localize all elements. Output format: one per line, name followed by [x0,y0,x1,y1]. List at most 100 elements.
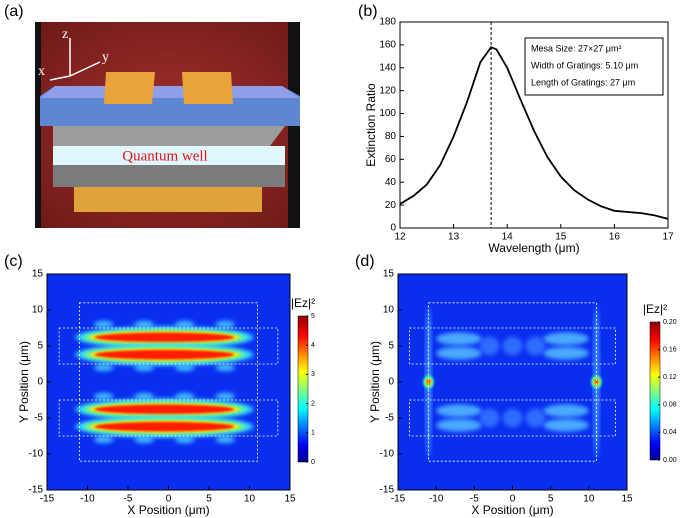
y-tick-label: 10 [32,305,44,316]
colorbar-title: |Ez|² [643,302,667,316]
field-blob [436,404,482,418]
grating [104,72,155,104]
colorbar [297,315,309,463]
x-tick-label: -10 [429,494,444,505]
colorbar-tick-label: 0.16 [663,346,677,353]
field-blob [479,336,500,356]
field-blob [215,320,235,328]
panel-label: (a) [4,3,24,20]
y-tick-label: 80 [385,131,397,142]
field-blob [94,349,235,360]
y-tick-label: 15 [383,269,395,280]
field-blob [543,332,589,346]
field-blob [174,320,195,328]
field-blob [525,336,546,356]
field-blob [94,421,235,432]
x-tick-label: 17 [662,232,674,243]
plot-frame [46,273,291,491]
field-blob [93,364,114,372]
x-tick-label: 5 [206,494,212,505]
field-blob [93,436,114,444]
y-tick-label: 0 [390,223,396,234]
y-tick-label: -10 [29,449,44,460]
field-blob [174,436,195,444]
field-blob [436,418,482,432]
field-blob [134,436,154,444]
x-tick-label: 16 [609,232,621,243]
colorbar-tick-label: 0.12 [663,374,677,381]
field-blob [215,436,235,444]
x-tick-label: -10 [80,494,95,505]
x-tick-label: -15 [40,494,55,505]
x-tick-label: 15 [621,494,633,505]
y-axis-label: Y Position (μm) [17,341,31,423]
x-axis-label: X Position (μm) [471,503,553,517]
colorbar-tick-label: 0.20 [663,319,677,326]
y-tick-label: 5 [37,341,43,352]
y-tick-label: 15 [32,269,44,280]
y-tick-label: 120 [379,85,396,96]
colorbar-tick-label: 0.08 [663,402,677,409]
x-axis-label: X Position (μm) [127,503,209,517]
field-blob [543,404,589,418]
field-blob [134,320,154,328]
x-tick-label: 12 [394,232,406,243]
y-tick-label: 20 [385,200,397,211]
field-blob [436,332,482,346]
mesa-top [40,86,300,98]
field-blob [479,408,500,428]
x-tick-label: 10 [583,494,595,505]
colorbar-tick-label: 4 [311,342,315,349]
field-blob [594,379,599,385]
field-map [47,274,290,490]
panel-label: (b) [358,3,378,20]
colorbar-tick-label: 1 [311,430,315,437]
y-tick-label: 10 [383,305,395,316]
field-blob [174,364,195,372]
field-blob [543,418,589,432]
layer-label: Quantum well [122,148,207,164]
field-blob [502,408,523,428]
y-tick-label: 180 [379,17,396,28]
annotation: Width of Gratings: 5.10 μm [531,60,638,70]
field-blob [134,364,154,372]
field-background [47,274,290,490]
x-tick-label: 15 [284,494,296,505]
y-tick-label: 5 [388,341,394,352]
y-tick-label: 100 [379,108,396,119]
colorbar-title: |Ez|² [291,296,315,310]
field-blob [93,320,114,328]
axis-arrow [69,61,101,77]
y-tick-label: 60 [385,154,397,165]
field-blob [215,364,235,372]
axis-label: x [38,64,45,79]
axis-label: z [62,27,68,42]
region-outline [428,302,597,462]
annotation: Length of Gratings: 27 μm [531,77,635,87]
device-illustration: z y x Quantum well [35,22,300,228]
colorbar [649,321,661,461]
plot-frame [397,273,628,491]
y-tick-label: -5 [385,413,394,424]
y-tick-label: 140 [379,62,396,73]
y-tick-label: -5 [34,413,43,424]
y-axis-label: Y Position (μm) [368,341,382,423]
x-tick-label: 15 [555,232,567,243]
field-blob [174,392,195,400]
panel-label: (c) [4,253,23,270]
colorbar-tick-label: 0.04 [663,429,677,436]
region-outline [58,399,279,437]
x-tick-label: -15 [391,494,406,505]
data-line [399,46,669,220]
field-blob [525,408,546,428]
field-blob [93,392,114,400]
colorbar-tick-label: 5 [311,313,315,320]
y-tick-label: 160 [379,40,396,51]
x-axis-label: Wavelength (μm) [488,241,579,255]
colorbar-tick-label: 0 [311,459,315,466]
annotation-box [524,37,664,96]
region-outline [409,399,616,437]
axis-label: y [102,50,109,65]
field-blob [436,346,482,360]
axis-arrow [49,75,71,81]
